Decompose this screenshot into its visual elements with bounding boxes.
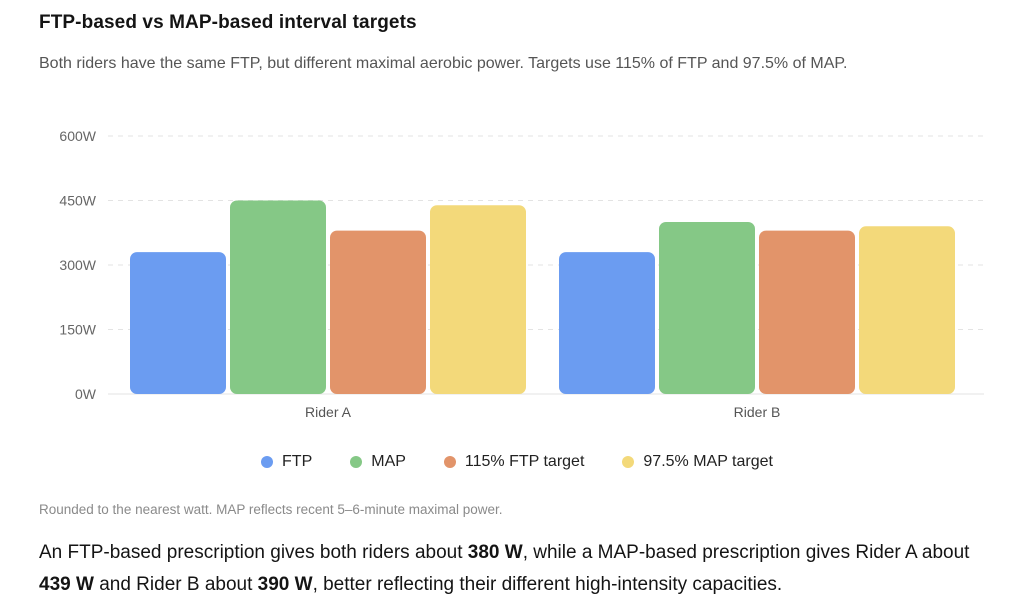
y-tick-label: 450W (59, 193, 96, 209)
chart-legend: FTP MAP 115% FTP target 97.5% MAP target (0, 453, 1024, 471)
legend-item: MAP (350, 453, 406, 471)
bar-115-ftp-target (330, 230, 426, 394)
y-tick-label: 300W (59, 257, 96, 273)
x-category-label: Rider B (734, 404, 781, 420)
bar-97-5-map-target (859, 226, 955, 394)
legend-label: 97.5% MAP target (643, 453, 773, 470)
bar-ftp (559, 252, 655, 394)
bar-chart: 0W 150W 300W 450W 600W Rider A Rider B (59, 128, 984, 420)
bar-ftp (130, 252, 226, 394)
legend-item: 97.5% MAP target (622, 453, 773, 471)
y-tick-label: 150W (59, 322, 96, 338)
summary-emphasis: 390 W (257, 574, 313, 595)
legend-label: 115% FTP target (464, 453, 585, 470)
legend-swatch-icon (622, 456, 635, 468)
y-tick-label: 600W (59, 128, 96, 144)
chart-subtitle: Both riders have the same FTP, but diffe… (39, 55, 848, 72)
x-category-label: Rider A (305, 404, 352, 420)
summary-text: An FTP-based prescription gives both rid… (39, 542, 468, 563)
legend-swatch-icon (261, 456, 274, 468)
footnote: Rounded to the nearest watt. MAP reflect… (39, 502, 503, 517)
legend-swatch-icon (350, 456, 363, 468)
summary-emphasis: 380 W (467, 542, 523, 563)
legend-label: FTP (282, 453, 313, 470)
summary-text: , while a MAP-based prescription gives R… (522, 542, 970, 563)
summary-text: , better reflecting their different high… (312, 574, 783, 595)
legend-swatch-icon (443, 456, 456, 468)
legend-item: FTP (261, 453, 312, 471)
chart-title: FTP-based vs MAP-based interval targets (39, 12, 417, 33)
y-tick-label: 0W (75, 386, 97, 402)
bar-map (230, 200, 326, 394)
bar-97-5-map-target (430, 205, 526, 394)
summary-text: and Rider B about (93, 574, 258, 595)
legend-label: MAP (371, 453, 406, 470)
bar-115-ftp-target (759, 230, 855, 394)
bar-map (659, 222, 755, 394)
summary-emphasis: 439 W (39, 574, 94, 595)
summary-paragraph: An FTP-based prescription gives both rid… (39, 537, 999, 601)
legend-item: 115% FTP target (443, 453, 585, 471)
